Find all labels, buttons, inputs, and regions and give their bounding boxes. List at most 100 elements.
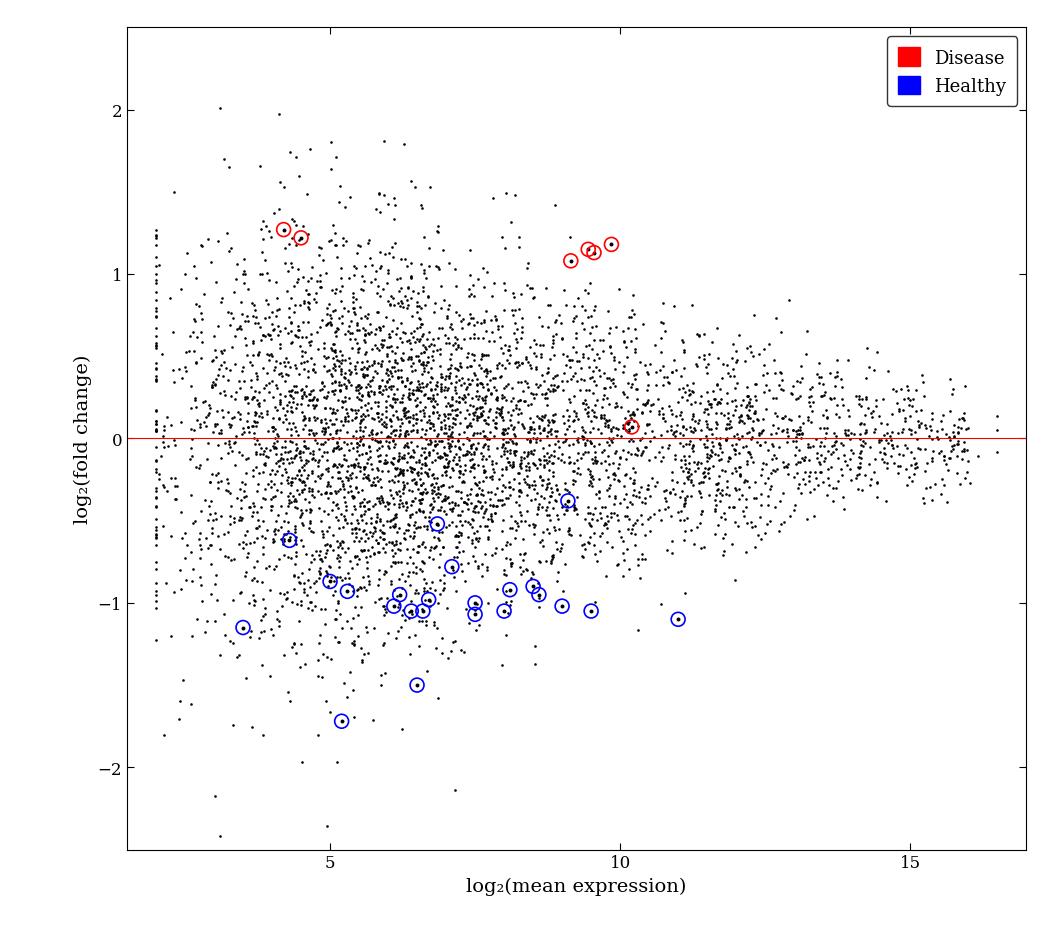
Point bbox=[336, 490, 353, 505]
Point bbox=[368, 434, 385, 449]
Point bbox=[773, 412, 790, 427]
Point bbox=[421, 325, 438, 340]
Point bbox=[426, 296, 443, 312]
Point bbox=[368, 427, 385, 442]
Point bbox=[586, 398, 603, 413]
Point bbox=[176, 526, 193, 541]
Point bbox=[448, 305, 464, 320]
Point bbox=[329, 322, 346, 337]
Point bbox=[589, 394, 606, 409]
Point bbox=[476, 463, 493, 478]
Point bbox=[331, 384, 348, 399]
Point bbox=[196, 394, 213, 409]
Point bbox=[326, 382, 343, 397]
Point bbox=[500, 356, 517, 371]
Point bbox=[209, 319, 226, 334]
Point bbox=[443, 376, 460, 391]
Point bbox=[675, 497, 692, 512]
Point bbox=[558, 349, 574, 364]
Point bbox=[380, 372, 397, 387]
Point bbox=[518, 449, 535, 464]
Point bbox=[292, 447, 309, 462]
Point bbox=[396, 451, 413, 466]
Point bbox=[214, 403, 231, 418]
Point bbox=[460, 615, 477, 631]
Point bbox=[264, 535, 281, 550]
Point bbox=[172, 282, 189, 297]
Point bbox=[670, 612, 687, 627]
Point bbox=[572, 451, 589, 466]
Point bbox=[366, 520, 383, 535]
Point bbox=[731, 481, 748, 497]
Point bbox=[333, 279, 350, 295]
Point bbox=[510, 488, 527, 503]
Point bbox=[617, 468, 634, 483]
Point bbox=[150, 466, 167, 481]
Point bbox=[251, 410, 268, 425]
Point bbox=[699, 417, 716, 432]
Point bbox=[672, 436, 689, 451]
Point bbox=[525, 517, 542, 532]
Point bbox=[464, 428, 481, 443]
Point bbox=[460, 290, 477, 305]
Point bbox=[717, 421, 734, 436]
Point bbox=[539, 456, 555, 471]
Point bbox=[788, 430, 805, 445]
Point bbox=[298, 471, 315, 486]
Point bbox=[434, 494, 451, 509]
Point bbox=[235, 534, 252, 549]
Point bbox=[825, 426, 842, 441]
Point bbox=[398, 406, 415, 421]
Point bbox=[685, 376, 701, 391]
Point bbox=[401, 565, 418, 580]
Point bbox=[280, 327, 297, 342]
Point bbox=[386, 555, 403, 570]
Point bbox=[529, 431, 546, 447]
Point bbox=[370, 495, 387, 510]
Point bbox=[322, 315, 339, 330]
Point bbox=[431, 525, 448, 540]
Point bbox=[536, 461, 553, 476]
Point bbox=[461, 407, 478, 422]
Point bbox=[443, 390, 460, 405]
Point bbox=[937, 457, 954, 472]
Point bbox=[453, 557, 470, 572]
Point bbox=[459, 419, 476, 434]
Point bbox=[613, 430, 630, 445]
Point bbox=[417, 458, 434, 473]
Point bbox=[281, 694, 298, 709]
Point bbox=[278, 474, 295, 489]
Point bbox=[432, 587, 449, 602]
Point bbox=[474, 557, 491, 572]
Point bbox=[458, 430, 475, 446]
Point bbox=[857, 409, 874, 424]
Point bbox=[386, 583, 403, 598]
Point bbox=[743, 514, 760, 530]
Point bbox=[275, 514, 292, 529]
Point bbox=[569, 412, 586, 427]
Point bbox=[361, 359, 378, 374]
Point bbox=[531, 432, 548, 447]
Point bbox=[631, 485, 647, 500]
Point bbox=[343, 579, 360, 594]
Point bbox=[733, 429, 750, 444]
Point bbox=[147, 520, 164, 535]
Point bbox=[511, 497, 528, 513]
Point bbox=[640, 513, 657, 528]
Point bbox=[622, 431, 639, 447]
Point bbox=[632, 433, 649, 448]
Point bbox=[714, 531, 731, 546]
Point bbox=[299, 600, 316, 615]
Point bbox=[395, 403, 412, 418]
Point bbox=[358, 346, 375, 361]
Point bbox=[300, 393, 317, 408]
Point bbox=[232, 381, 249, 396]
Point bbox=[294, 516, 311, 531]
Point bbox=[579, 432, 596, 447]
Point bbox=[385, 598, 402, 614]
Point bbox=[466, 318, 482, 333]
Point bbox=[549, 425, 566, 440]
Point bbox=[528, 461, 545, 476]
Point bbox=[456, 495, 473, 510]
Point bbox=[597, 499, 614, 514]
